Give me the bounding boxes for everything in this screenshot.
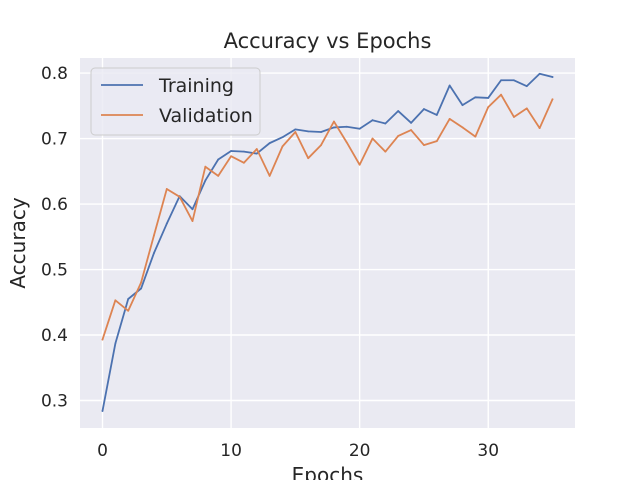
data-point-validation [178,195,181,198]
legend-label-validation: Validation [159,105,253,127]
x-tick-label: 30 [477,441,499,461]
data-point-validation [474,135,477,138]
data-point-validation [255,148,258,150]
data-point-validation [423,144,425,146]
data-point-training [268,142,271,145]
data-point-training [230,150,232,152]
data-point-training [435,114,438,116]
data-point-training [165,222,168,225]
y-tick-label: 0.8 [41,64,68,84]
data-point-training [410,121,412,124]
data-point-validation [384,150,387,153]
x-axis-label: Epochs [292,463,364,480]
data-point-validation [165,188,168,190]
data-point-training [255,152,258,155]
data-point-validation [114,299,117,302]
data-point-validation [435,140,438,143]
data-point-validation [538,127,541,129]
data-point-training [474,96,477,99]
data-point-training [307,130,310,133]
y-tick-label: 0.6 [41,195,68,215]
legend-label-training: Training [158,75,234,97]
data-point-validation [345,141,348,144]
x-tick-labels: 0 10 20 30 [97,441,499,461]
data-point-training [191,208,194,211]
data-point-training [320,131,322,133]
data-point-validation [153,234,155,237]
data-point-validation [230,155,232,158]
data-point-training [345,125,348,128]
data-point-validation [333,120,335,123]
data-point-validation [487,106,490,109]
data-point-validation [268,174,271,177]
data-point-validation [127,309,130,312]
data-point-training [423,108,425,110]
data-point-training [513,79,515,82]
data-point-training [140,287,142,290]
data-point-validation [217,174,220,177]
x-tick-label: 10 [220,441,242,461]
series-line-validation [101,93,554,341]
data-point-training [538,72,541,75]
data-point-validation [307,157,310,160]
data-point-training [294,128,297,131]
legend: Training Validation [90,67,261,136]
series-layer [101,72,554,412]
data-point-validation [397,135,400,137]
chart-title: Accuracy vs Epochs [224,29,432,53]
y-tick-labels: 0.3 0.4 0.5 0.6 0.7 0.8 [41,64,68,411]
y-axis-label: Accuracy [6,197,30,288]
data-point-validation [140,281,142,284]
data-point-training [333,126,335,129]
data-point-validation [500,93,502,96]
data-point-training [204,179,207,182]
data-point-validation [320,144,322,146]
x-tick-label: 20 [349,441,371,461]
data-point-validation [191,220,194,222]
data-point-training [358,127,361,130]
data-point-validation [281,145,284,148]
data-point-training [487,97,490,99]
data-point-training [384,122,387,125]
y-tick-label: 0.4 [41,326,68,346]
data-point-training [153,252,155,255]
data-point-training [101,410,104,412]
y-tick-label: 0.3 [41,391,68,411]
data-point-training [551,76,554,78]
data-point-training [114,342,117,345]
data-point-training [281,136,284,139]
data-point-validation [358,163,361,166]
data-point-training [525,85,528,88]
data-point-validation [101,338,104,341]
data-point-validation [294,131,297,133]
data-point-training [500,79,502,82]
data-point-training [243,150,245,153]
data-point-training [217,158,220,161]
data-point-training [461,104,464,107]
data-point-validation [410,129,412,131]
data-point-validation [448,118,451,120]
series-line-training [101,72,554,412]
x-tick-label: 0 [97,441,108,461]
data-point-training [448,84,451,87]
data-point-validation [461,126,464,129]
data-point-validation [513,116,515,118]
data-point-training [371,119,374,122]
data-point-validation [551,98,554,101]
data-point-training [127,298,130,300]
data-point-training [397,110,400,112]
y-tick-label: 0.5 [41,261,68,281]
data-point-validation [204,165,207,168]
y-tick-label: 0.7 [41,130,68,150]
data-point-validation [243,161,245,164]
data-point-validation [525,107,528,110]
data-point-validation [371,137,374,140]
